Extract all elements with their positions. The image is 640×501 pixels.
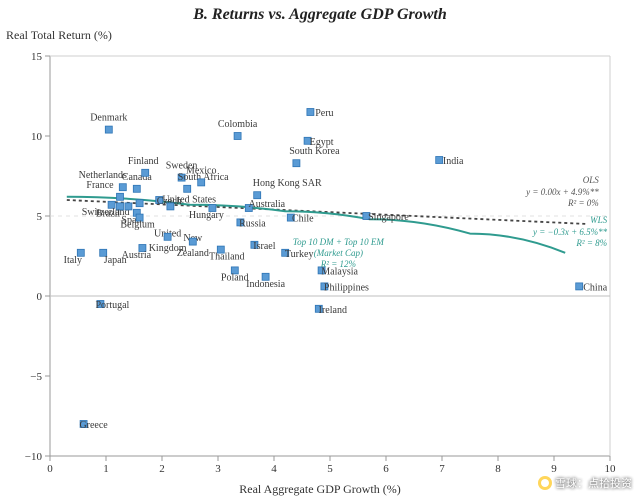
watermark: 雪球：点拾投资	[538, 475, 632, 491]
data-point	[254, 192, 261, 199]
point-label: France	[86, 180, 114, 191]
data-point	[105, 126, 112, 133]
point-label: South Korea	[289, 146, 340, 157]
x-tick: 5	[327, 463, 333, 475]
wls-annotation: WLS	[590, 215, 608, 225]
point-label: Belgium	[120, 220, 155, 231]
y-tick: 15	[31, 51, 43, 63]
x-tick: 10	[605, 463, 617, 475]
data-point	[198, 179, 205, 186]
data-point	[117, 193, 124, 200]
point-label: Greece	[79, 420, 108, 431]
point-label: Russia	[239, 218, 266, 229]
point-label: Chile	[292, 214, 314, 225]
y-tick: 0	[37, 291, 43, 303]
x-tick: 3	[215, 463, 221, 475]
point-label: Indonesia	[246, 279, 285, 290]
point-label: Australia	[248, 199, 285, 210]
svg-text:y = −0.3x + 6.5%**: y = −0.3x + 6.5%**	[532, 227, 608, 237]
point-label: Israel	[253, 241, 275, 252]
data-point	[576, 283, 583, 290]
point-label: Colombia	[218, 119, 258, 130]
point-label: Italy	[64, 255, 82, 266]
point-label: Austria	[122, 250, 152, 261]
point-label: Brazil	[96, 208, 121, 219]
point-label: Hungary	[189, 210, 224, 221]
x-tick: 7	[439, 463, 445, 475]
point-label: Turkey	[285, 249, 314, 260]
x-tick: 8	[495, 463, 501, 475]
point-label: Singapore	[368, 212, 409, 223]
data-point	[234, 133, 241, 140]
point-label: Ireland	[319, 305, 347, 316]
data-point	[142, 169, 149, 176]
data-point	[307, 109, 314, 116]
data-point	[189, 238, 196, 245]
point-label: Philippines	[324, 282, 369, 293]
data-point	[293, 160, 300, 167]
chart-title: B. Returns vs. Aggregate GDP Growth	[0, 6, 640, 24]
y-tick: −5	[30, 371, 42, 383]
y-axis-label: Real Total Return (%)	[6, 28, 112, 43]
y-tick: 10	[31, 131, 43, 143]
point-label: Hong Kong SAR	[253, 178, 322, 189]
x-tick: 2	[159, 463, 165, 475]
data-point	[436, 157, 443, 164]
x-tick: 6	[383, 463, 389, 475]
point-label: Egypt	[310, 137, 334, 148]
data-point	[164, 233, 171, 240]
point-label: Denmark	[90, 113, 127, 124]
point-label: India	[443, 156, 464, 167]
y-tick: −10	[25, 451, 43, 463]
y-tick: 5	[37, 211, 43, 223]
point-label: Peru	[315, 108, 333, 119]
svg-text:R² = 12%: R² = 12%	[320, 259, 356, 269]
point-label: Poland	[221, 272, 249, 283]
point-label: Zealand	[177, 248, 209, 259]
point-label: United States	[162, 194, 216, 205]
ols-annotation: OLS	[583, 175, 600, 185]
data-point	[119, 184, 126, 191]
point-label: China	[583, 282, 607, 293]
data-point	[184, 185, 191, 192]
point-label: Portugal	[95, 300, 129, 311]
point-label: Finland	[128, 156, 159, 167]
point-label: Thailand	[209, 252, 245, 263]
data-point	[133, 185, 140, 192]
svg-text:R² = 8%: R² = 8%	[575, 238, 607, 248]
svg-text:R² = 0%: R² = 0%	[567, 198, 599, 208]
x-tick: 0	[47, 463, 53, 475]
svg-text:y = 0.00x + 4.9%**: y = 0.00x + 4.9%**	[525, 187, 599, 197]
x-tick: 1	[103, 463, 109, 475]
data-point	[136, 200, 143, 207]
x-tick: 9	[551, 463, 557, 475]
x-tick: 4	[271, 463, 277, 475]
data-point	[125, 203, 132, 210]
top10-annotation: Top 10 DM + Top 10 EM	[293, 237, 384, 247]
scatter-chart: 0 1 2 3 4 5 6 7 8 9 10 −10 −5 0 5 10 15 Italy Greece Portug…	[0, 0, 640, 501]
point-label: Mexico	[186, 165, 217, 176]
svg-text:(Market Cap): (Market Cap)	[314, 248, 363, 258]
